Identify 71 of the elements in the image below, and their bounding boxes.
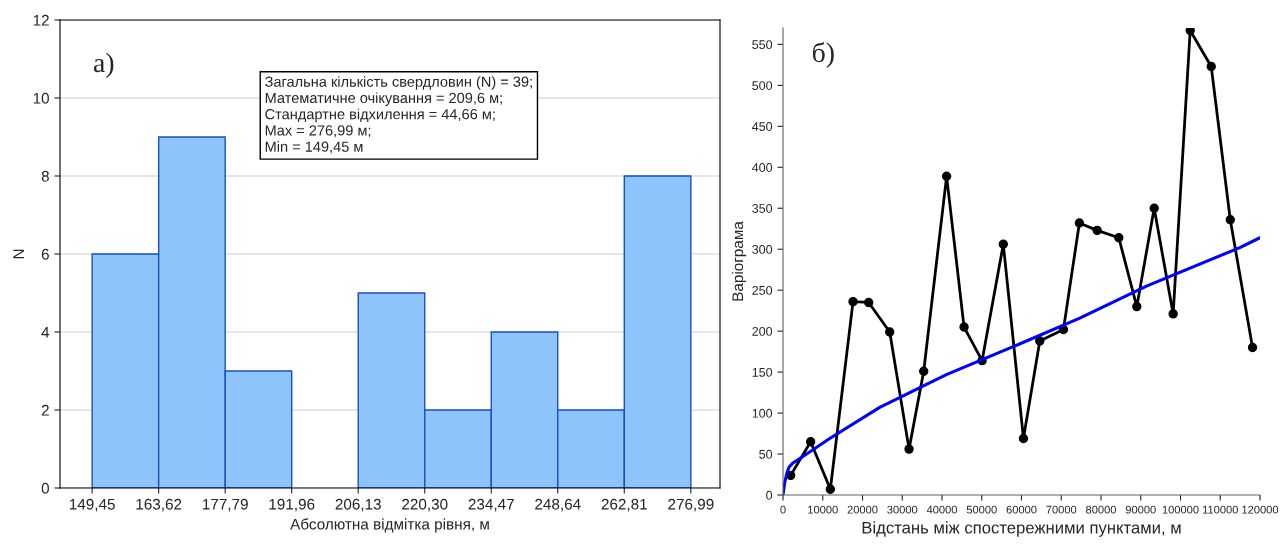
y-tick-label: 6 — [41, 248, 49, 260]
x-tick-label: 110000 — [1202, 505, 1238, 514]
x-axis-title: Відстань між спостережними пунктами, м — [862, 521, 1181, 537]
x-tick-label: 40000 — [926, 505, 958, 514]
y-axis-title: Варіограма — [731, 221, 747, 301]
point — [1018, 433, 1029, 444]
point — [825, 484, 836, 494]
point — [919, 366, 929, 376]
y-tick-label: 10 — [33, 92, 49, 104]
x-tick-label: 220,30 — [402, 498, 448, 512]
x-tick-label: 30000 — [887, 505, 918, 514]
x-axis-title: Абсолютна відмітка рівня, м — [290, 518, 489, 533]
point — [1149, 203, 1159, 213]
y-tick-label: 50 — [759, 449, 773, 459]
point — [1114, 233, 1124, 243]
annotation: а) — [93, 52, 114, 78]
y-tick-label: 250 — [752, 285, 773, 295]
y-axis-title: N — [13, 249, 24, 259]
point — [959, 322, 969, 332]
y-tick-label: 2 — [41, 404, 49, 416]
y-tick-label: 100 — [752, 408, 773, 418]
y-tick-label: 4 — [41, 327, 50, 338]
y-tick-label: 350 — [752, 204, 773, 213]
point — [848, 296, 858, 307]
point — [1132, 301, 1142, 312]
point — [1035, 336, 1045, 346]
x-tick-label: 276,99 — [668, 498, 714, 512]
point — [885, 327, 895, 337]
x-tick-label: 70000 — [1046, 505, 1077, 514]
x-tick-label: 20000 — [847, 505, 878, 514]
y-tick-label: 12 — [33, 14, 49, 26]
point — [864, 297, 874, 308]
point — [1074, 218, 1085, 228]
x-tick-label: 120000 — [1242, 505, 1279, 514]
y-tick-label: 550 — [752, 40, 773, 50]
point — [1185, 28, 1195, 36]
x-tick-label: 191,96 — [269, 498, 315, 512]
point — [998, 239, 1008, 249]
x-tick-label: 234,47 — [468, 498, 514, 512]
y-tick-label: 300 — [752, 245, 773, 254]
y-tick-label: 150 — [752, 367, 773, 377]
y-tick-label: 8 — [41, 170, 49, 182]
point — [941, 171, 952, 181]
x-tick-label: 248,64 — [535, 498, 581, 512]
x-tick-label: 177,79 — [202, 498, 248, 512]
point — [904, 444, 914, 454]
x-tick-label: 206,13 — [335, 498, 381, 512]
point — [1092, 225, 1102, 236]
x-tick-label: 0 — [780, 505, 786, 514]
x-tick-label: 90000 — [1125, 505, 1156, 514]
x-tick-label: 10000 — [808, 505, 838, 514]
point — [1247, 342, 1258, 353]
x-tick-label: 100000 — [1162, 505, 1199, 514]
x-tick-label: 60000 — [1006, 505, 1037, 514]
point — [805, 437, 816, 447]
y-tick-label: 200 — [752, 326, 773, 336]
point — [1206, 61, 1216, 72]
annotation: б) — [812, 42, 834, 68]
x-tick-label: 50000 — [966, 505, 997, 514]
y-tick-label: 500 — [752, 81, 773, 90]
annotation: Загальна кількість свердловин (N) = 39; Математичне очікування = 209,6 м; Стандартне відхилення = 44,66 м; Max = 276,99 м; Min = 149,45 м — [265, 76, 532, 154]
x-tick-label: 163,62 — [136, 498, 182, 512]
x-tick-label: 80000 — [1086, 505, 1117, 514]
y-tick-label: 0 — [766, 490, 773, 500]
x-tick-label: 149,45 — [69, 498, 115, 512]
y-tick-label: 400 — [752, 163, 773, 172]
y-tick-label: 450 — [752, 122, 773, 131]
point — [1168, 309, 1178, 319]
x-tick-label: 262,81 — [601, 498, 647, 512]
point — [1225, 215, 1235, 225]
y-tick-label: 0 — [41, 482, 49, 494]
